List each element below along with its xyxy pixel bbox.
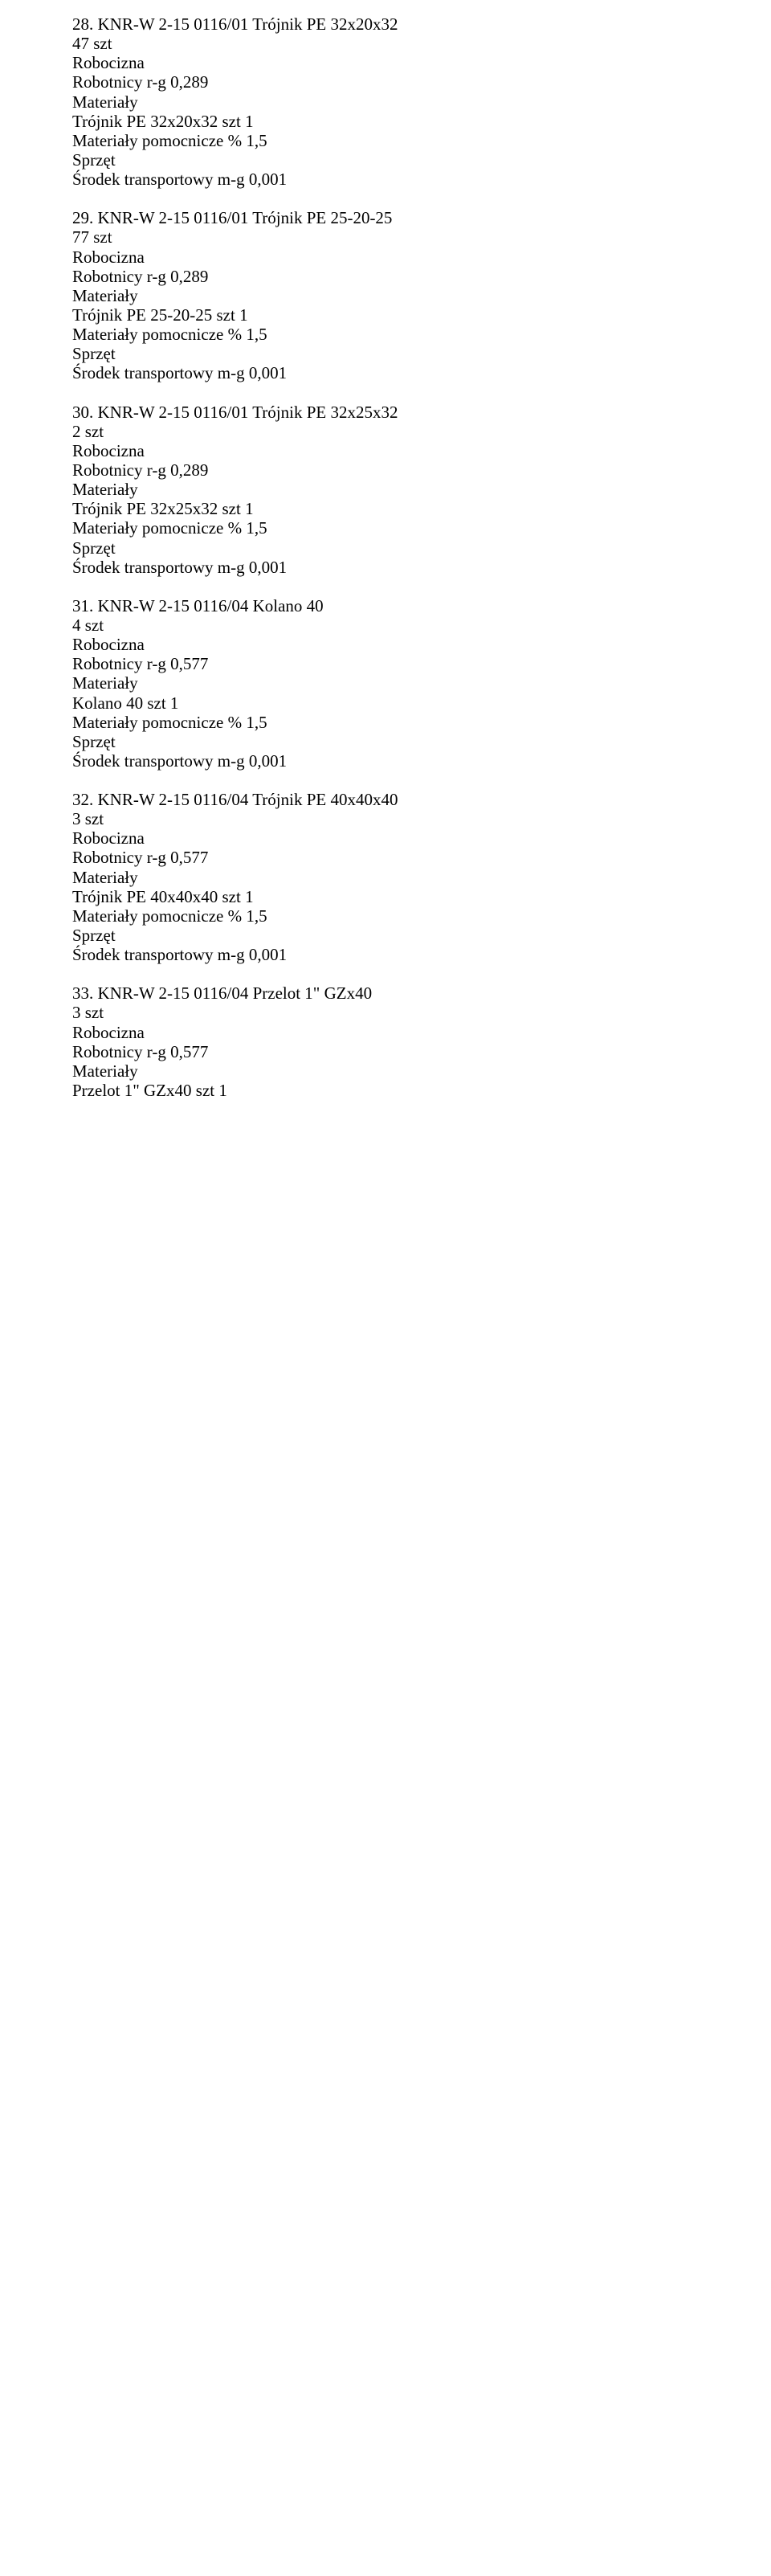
sprzet-header: Sprzęt bbox=[72, 150, 699, 170]
cost-item: 32. KNR-W 2-15 0116/04 Trójnik PE 40x40x… bbox=[72, 790, 699, 964]
item-header-line: 31. KNR-W 2-15 0116/04 Kolano 40 bbox=[72, 596, 699, 615]
materialy-header: Materiały bbox=[72, 286, 699, 305]
material-line: Trójnik PE 32x20x32 szt 1 bbox=[72, 112, 699, 131]
item-qty: 2 szt bbox=[72, 422, 699, 441]
item-header-line: 33. KNR-W 2-15 0116/04 Przelot 1" GZx40 bbox=[72, 983, 699, 1003]
item-header-line: 29. KNR-W 2-15 0116/01 Trójnik PE 25-20-… bbox=[72, 208, 699, 227]
materialy-header: Materiały bbox=[72, 673, 699, 693]
material-aux-line: Materiały pomocnicze % 1,5 bbox=[72, 131, 699, 150]
item-qty: 3 szt bbox=[72, 1003, 699, 1022]
robocizna-line: Robotnicy r-g 0,289 bbox=[72, 460, 699, 480]
sprzet-header: Sprzęt bbox=[72, 538, 699, 558]
material-line: Trójnik PE 40x40x40 szt 1 bbox=[72, 887, 699, 906]
material-line: Trójnik PE 32x25x32 szt 1 bbox=[72, 499, 699, 518]
item-qty: 4 szt bbox=[72, 615, 699, 635]
sprzet-line: Środek transportowy m-g 0,001 bbox=[72, 363, 699, 382]
item-header-line: 32. KNR-W 2-15 0116/04 Trójnik PE 40x40x… bbox=[72, 790, 699, 809]
material-line: Przelot 1" GZx40 szt 1 bbox=[72, 1081, 699, 1100]
robocizna-line: Robotnicy r-g 0,577 bbox=[72, 848, 699, 867]
cost-item: 30. KNR-W 2-15 0116/01 Trójnik PE 32x25x… bbox=[72, 403, 699, 577]
materialy-header: Materiały bbox=[72, 92, 699, 112]
sprzet-header: Sprzęt bbox=[72, 344, 699, 363]
robocizna-header: Robocizna bbox=[72, 635, 699, 654]
sprzet-header: Sprzęt bbox=[72, 926, 699, 945]
robocizna-header: Robocizna bbox=[72, 1023, 699, 1042]
sprzet-line: Środek transportowy m-g 0,001 bbox=[72, 945, 699, 964]
material-aux-line: Materiały pomocnicze % 1,5 bbox=[72, 325, 699, 344]
sprzet-header: Sprzęt bbox=[72, 732, 699, 751]
robocizna-line: Robotnicy r-g 0,577 bbox=[72, 1042, 699, 1061]
material-line: Trójnik PE 25-20-25 szt 1 bbox=[72, 305, 699, 325]
sprzet-line: Środek transportowy m-g 0,001 bbox=[72, 751, 699, 771]
material-line: Kolano 40 szt 1 bbox=[72, 693, 699, 713]
item-qty: 47 szt bbox=[72, 34, 699, 53]
item-header-line: 30. KNR-W 2-15 0116/01 Trójnik PE 32x25x… bbox=[72, 403, 699, 422]
material-aux-line: Materiały pomocnicze % 1,5 bbox=[72, 518, 699, 538]
sprzet-line: Środek transportowy m-g 0,001 bbox=[72, 558, 699, 577]
material-aux-line: Materiały pomocnicze % 1,5 bbox=[72, 906, 699, 926]
item-qty: 3 szt bbox=[72, 809, 699, 828]
robocizna-header: Robocizna bbox=[72, 441, 699, 460]
robocizna-line: Robotnicy r-g 0,289 bbox=[72, 72, 699, 92]
item-header-line: 28. KNR-W 2-15 0116/01 Trójnik PE 32x20x… bbox=[72, 14, 699, 34]
robocizna-header: Robocizna bbox=[72, 53, 699, 72]
cost-item: 29. KNR-W 2-15 0116/01 Trójnik PE 25-20-… bbox=[72, 208, 699, 382]
material-aux-line: Materiały pomocnicze % 1,5 bbox=[72, 713, 699, 732]
robocizna-header: Robocizna bbox=[72, 247, 699, 267]
sprzet-line: Środek transportowy m-g 0,001 bbox=[72, 170, 699, 189]
robocizna-line: Robotnicy r-g 0,577 bbox=[72, 654, 699, 673]
materialy-header: Materiały bbox=[72, 1061, 699, 1081]
item-qty: 77 szt bbox=[72, 227, 699, 247]
cost-item: 28. KNR-W 2-15 0116/01 Trójnik PE 32x20x… bbox=[72, 14, 699, 189]
materialy-header: Materiały bbox=[72, 480, 699, 499]
cost-item-list: 28. KNR-W 2-15 0116/01 Trójnik PE 32x20x… bbox=[72, 14, 699, 1100]
robocizna-line: Robotnicy r-g 0,289 bbox=[72, 267, 699, 286]
robocizna-header: Robocizna bbox=[72, 828, 699, 848]
cost-item: 33. KNR-W 2-15 0116/04 Przelot 1" GZx403… bbox=[72, 983, 699, 1100]
cost-item: 31. KNR-W 2-15 0116/04 Kolano 404 sztRob… bbox=[72, 596, 699, 771]
materialy-header: Materiały bbox=[72, 868, 699, 887]
